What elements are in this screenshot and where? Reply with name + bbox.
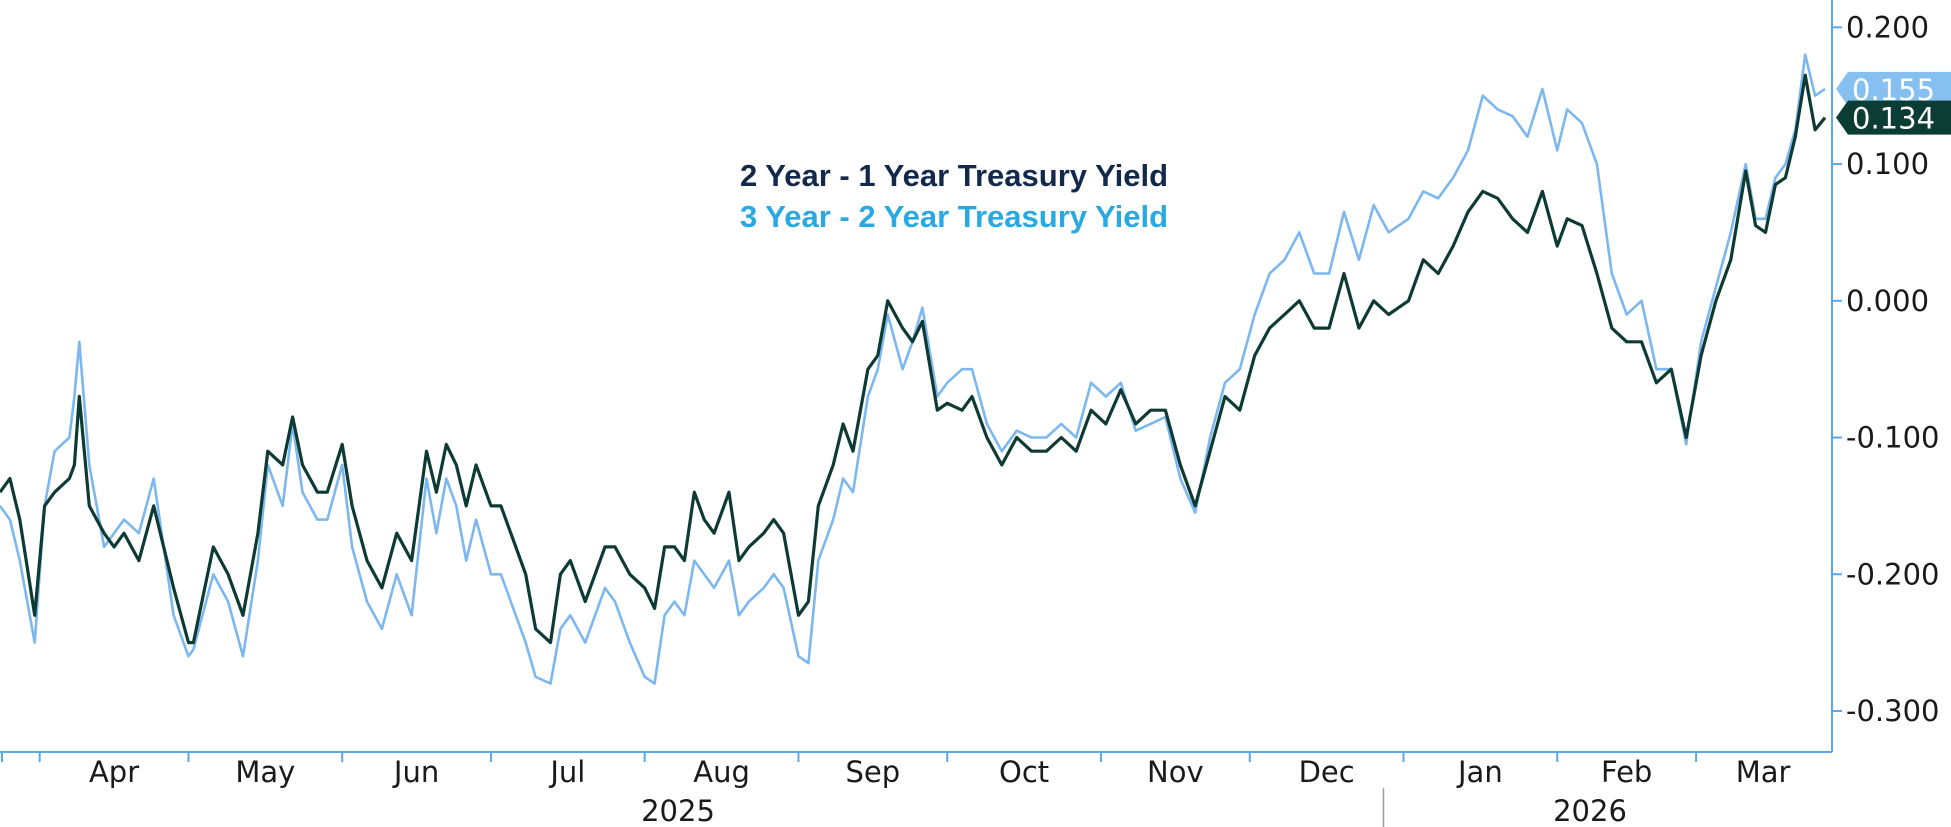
x-tick-label: Sep [846,755,901,789]
legend: 2 Year - 1 Year Treasury Yield 3 Year - … [740,158,1168,234]
last-value-label-1: 0.134 [1852,102,1935,136]
year-label-2026: 2026 [1553,794,1627,827]
y-tick-label: -0.100 [1846,421,1940,455]
x-tick-label: Nov [1147,755,1204,789]
y-tick-label: 0.100 [1846,147,1929,181]
y-tick-label: -0.300 [1846,694,1940,728]
series-line-2 [0,53,1826,685]
series-line-1 [0,73,1827,645]
x-tick-label: Jan [1456,755,1503,789]
x-tick-label: May [235,755,295,789]
x-tick-label: Feb [1601,755,1652,789]
x-tick-label: Jun [392,755,439,789]
y-tick-label: -0.200 [1846,557,1940,591]
last-value-badge-1 [1836,100,1951,135]
x-tick-label: Jul [548,755,585,789]
x-tick-label: Aug [693,755,750,789]
last-value-badge-2 [1836,71,1951,106]
x-tick-label: Mar [1736,755,1791,789]
x-tick-label: Oct [999,755,1049,789]
y-tick-label: 0.000 [1846,284,1929,318]
legend-entry-series-1: 2 Year - 1 Year Treasury Yield [740,158,1168,193]
x-tick-label: Apr [89,755,139,789]
x-tick-label: Dec [1299,755,1355,789]
y-tick-label: 0.200 [1846,10,1929,44]
series-layer [0,53,1827,685]
year-label-2025: 2025 [641,794,715,827]
legend-entry-series-2: 3 Year - 2 Year Treasury Yield [740,199,1168,234]
